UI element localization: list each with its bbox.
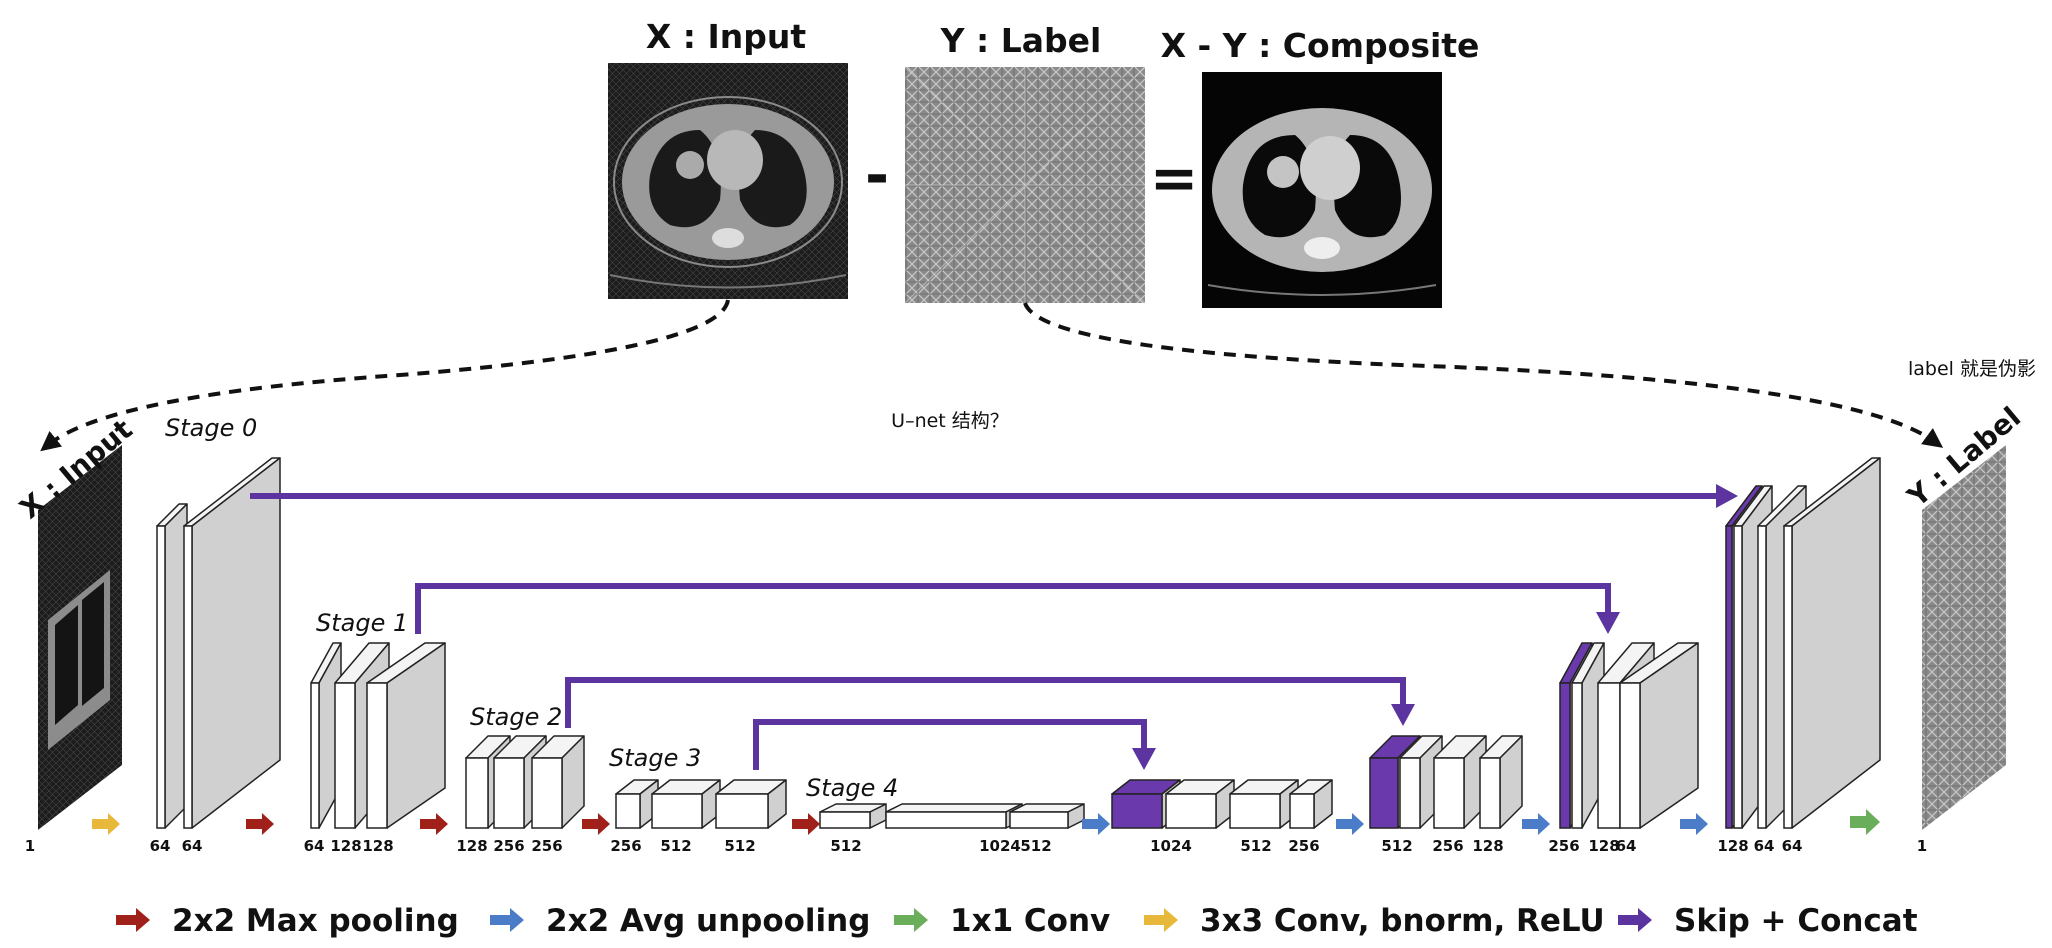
stage-label-4: Stage 4 bbox=[806, 774, 898, 802]
channel-count-label: 512 bbox=[660, 837, 691, 855]
stage-label-3: Stage 3 bbox=[609, 744, 701, 772]
legend: 2x2 Max pooling 2x2 Avg unpooling 1x1 Conv… bbox=[116, 903, 1918, 939]
channel-count-label: 512 bbox=[1020, 837, 1051, 855]
flow-arrow bbox=[246, 813, 274, 835]
feature-map-block bbox=[1619, 642, 1699, 829]
legend-arrow-icon bbox=[1144, 908, 1178, 932]
equals-sign: = bbox=[1150, 144, 1199, 212]
channel-count-label: 64 bbox=[1754, 837, 1775, 855]
skip-connections bbox=[250, 484, 1738, 770]
input-title: X : Input bbox=[646, 17, 807, 56]
channel-count-label: 1 bbox=[1917, 837, 1927, 855]
flow-arrow bbox=[1336, 813, 1364, 835]
channel-count-label: 256 bbox=[610, 837, 641, 855]
label-artifact-image bbox=[904, 66, 1146, 304]
side-input-image bbox=[38, 445, 122, 830]
feature-map-block bbox=[531, 735, 585, 829]
channel-count-label: 64 bbox=[1616, 837, 1637, 855]
legend-arrow-icon bbox=[1618, 908, 1652, 932]
input-ct-image bbox=[608, 63, 848, 299]
channel-count-label: 64 bbox=[1782, 837, 1803, 855]
feature-map-block bbox=[1289, 779, 1333, 829]
feature-map-block bbox=[1009, 803, 1085, 829]
legend-label: Skip + Concat bbox=[1674, 903, 1918, 939]
legend-item: Skip + Concat bbox=[1618, 903, 1918, 939]
channel-count-label: 1024 bbox=[1150, 837, 1192, 855]
channel-count-label: 256 bbox=[493, 837, 524, 855]
legend-label: 1x1 Conv bbox=[950, 903, 1110, 939]
legend-item: 2x2 Max pooling bbox=[116, 903, 459, 939]
unet-note: U–net 结构？ bbox=[891, 410, 1009, 432]
channel-count-label: 256 bbox=[531, 837, 562, 855]
channel-count-label: 1 bbox=[25, 837, 35, 855]
feature-map-block bbox=[1165, 779, 1235, 829]
flow-arrow bbox=[1082, 813, 1110, 835]
channel-count-label: 128 bbox=[456, 837, 487, 855]
legend-arrow-icon bbox=[894, 908, 928, 932]
legend-item: 3x3 Conv, bnorm, ReLU bbox=[1144, 903, 1605, 939]
feature-map-block bbox=[715, 779, 787, 829]
label-dashed-connector bbox=[1023, 302, 1944, 448]
channel-count-label: 512 bbox=[1240, 837, 1271, 855]
legend-label: 2x2 Max pooling bbox=[172, 903, 459, 939]
skip-connection-stage1 bbox=[415, 583, 1611, 634]
stage-label-2: Stage 2 bbox=[470, 703, 562, 731]
feature-map-block bbox=[819, 803, 887, 829]
channel-count-label: 1024 bbox=[979, 837, 1021, 855]
feature-map-block bbox=[1229, 779, 1299, 829]
channel-count-label: 128 bbox=[1717, 837, 1748, 855]
legend-item: 1x1 Conv bbox=[894, 903, 1110, 939]
feature-map-block bbox=[1479, 735, 1523, 829]
feature-map-block bbox=[1783, 457, 1881, 829]
channel-count-label: 128 bbox=[330, 837, 361, 855]
channel-count-label: 128 bbox=[1588, 837, 1619, 855]
flow-arrow bbox=[420, 813, 448, 835]
channel-count-label: 256 bbox=[1432, 837, 1463, 855]
label-title: Y : Label bbox=[940, 21, 1102, 60]
channel-labels: 1 64 64 64 128 128 128 256 256 256 512 512 512 1024 51… bbox=[25, 837, 1927, 855]
label-note: label 就是伪影 bbox=[1908, 358, 2036, 380]
channel-count-label: 512 bbox=[830, 837, 861, 855]
network-blocks bbox=[156, 457, 1881, 829]
channel-count-label: 128 bbox=[362, 837, 393, 855]
composite-ct-image bbox=[1202, 72, 1442, 308]
channel-count-label: 256 bbox=[1548, 837, 1579, 855]
channel-count-label: 512 bbox=[724, 837, 755, 855]
legend-label: 2x2 Avg unpooling bbox=[546, 903, 870, 939]
flow-arrow bbox=[1850, 809, 1880, 835]
feature-map-block bbox=[156, 503, 188, 829]
feature-map-block bbox=[183, 457, 281, 829]
feature-map-block bbox=[885, 803, 1023, 829]
minus-sign: - bbox=[865, 141, 889, 209]
channel-count-label: 64 bbox=[182, 837, 203, 855]
stage-label-0: Stage 0 bbox=[165, 414, 257, 442]
flow-arrow bbox=[1680, 813, 1708, 835]
flow-arrow bbox=[792, 813, 820, 835]
flow-arrows bbox=[92, 809, 1880, 835]
feature-map-block bbox=[366, 642, 446, 829]
legend-arrow-icon bbox=[116, 908, 150, 932]
stage-label-1: Stage 1 bbox=[316, 609, 408, 637]
channel-count-label: 64 bbox=[304, 837, 325, 855]
skip-connection-stage3 bbox=[753, 719, 1147, 770]
channel-count-label: 128 bbox=[1472, 837, 1503, 855]
legend-label: 3x3 Conv, bnorm, ReLU bbox=[1200, 903, 1605, 939]
skip-connection-stage2 bbox=[565, 677, 1406, 728]
flow-arrow bbox=[582, 813, 610, 835]
channel-count-label: 256 bbox=[1288, 837, 1319, 855]
side-label-image bbox=[1922, 445, 2006, 830]
flow-arrow bbox=[1522, 813, 1550, 835]
legend-arrow-icon bbox=[490, 908, 524, 932]
feature-map-block bbox=[651, 779, 721, 829]
feature-map-block bbox=[1433, 735, 1487, 829]
channel-count-label: 512 bbox=[1381, 837, 1412, 855]
flow-arrow bbox=[92, 813, 120, 835]
channel-count-label: 64 bbox=[150, 837, 171, 855]
input-dashed-connector bbox=[40, 299, 730, 452]
legend-item: 2x2 Avg unpooling bbox=[490, 903, 870, 939]
composite-title: X - Y : Composite bbox=[1161, 26, 1480, 65]
